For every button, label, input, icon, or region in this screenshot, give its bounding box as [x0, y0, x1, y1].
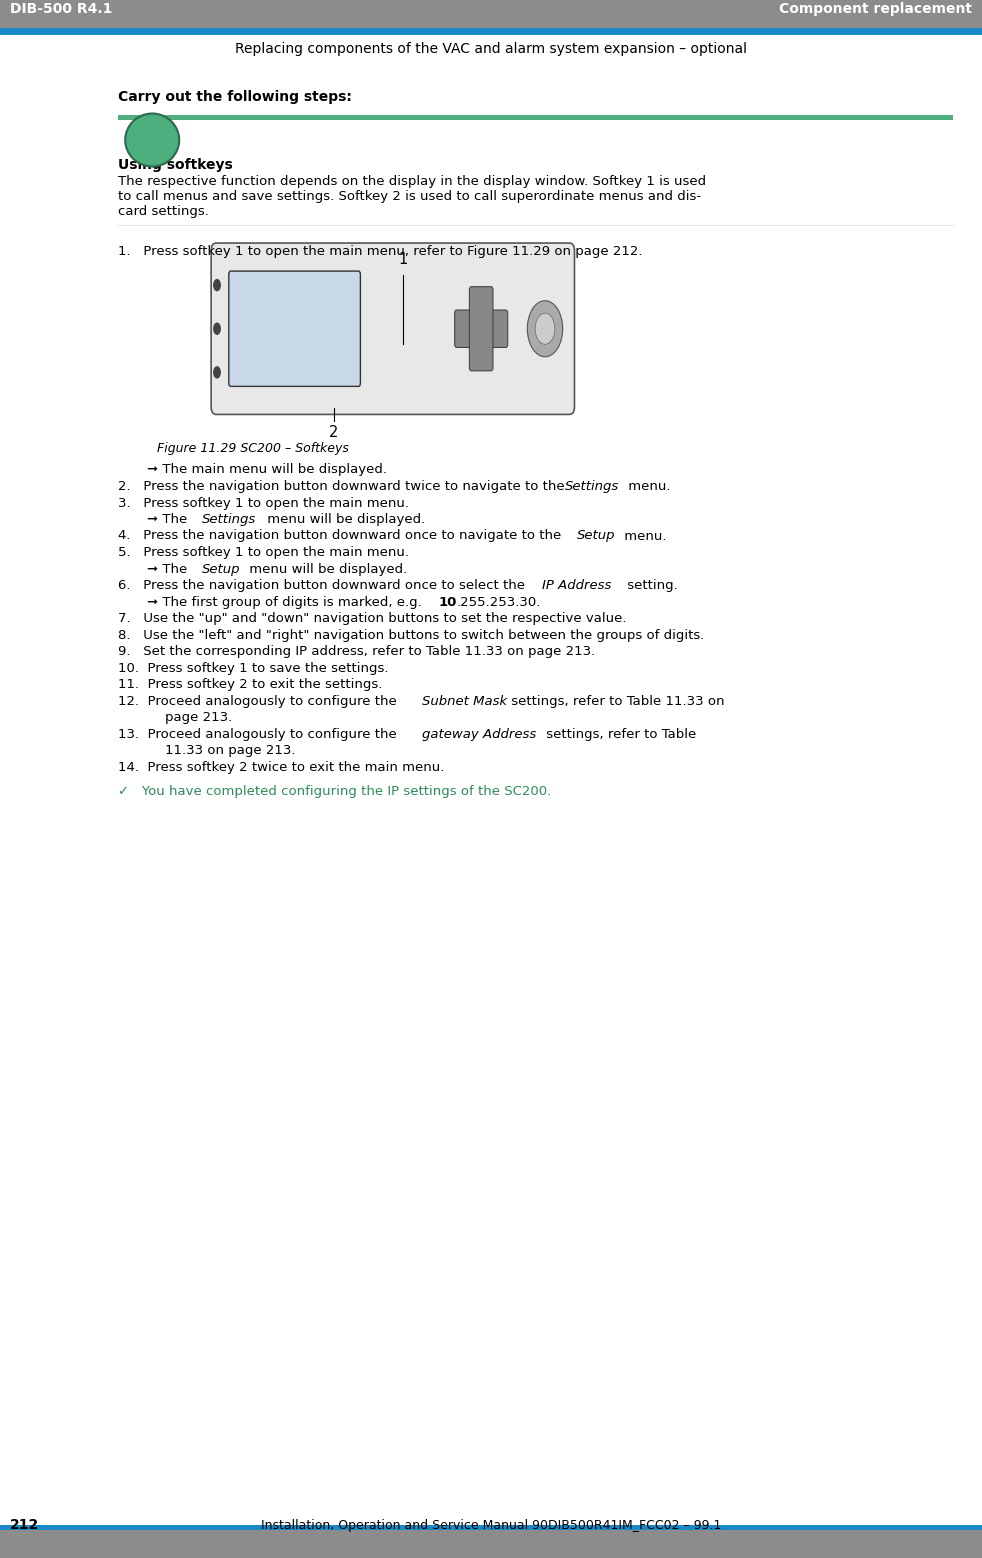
FancyBboxPatch shape	[0, 1525, 982, 1530]
Text: page 213.: page 213.	[165, 710, 232, 724]
Text: 2: 2	[329, 425, 339, 441]
Text: i: i	[149, 123, 155, 139]
Text: ➞ The main menu will be displayed.: ➞ The main menu will be displayed.	[147, 463, 387, 477]
Circle shape	[213, 279, 221, 291]
Text: IP Address: IP Address	[542, 580, 612, 592]
Text: ✓   You have completed configuring the IP settings of the SC200.: ✓ You have completed configuring the IP …	[118, 785, 551, 798]
Text: 2.   Press the navigation button downward twice to navigate to the: 2. Press the navigation button downward …	[118, 480, 569, 492]
Text: Subnet Mask: Subnet Mask	[422, 695, 508, 707]
Text: Settings: Settings	[565, 480, 619, 492]
Text: 1.   Press softkey 1 to open the main menu, refer to Figure 11.29 on page 212.: 1. Press softkey 1 to open the main menu…	[118, 245, 642, 259]
Text: ➞ The first group of digits is marked, e.g.: ➞ The first group of digits is marked, e…	[147, 595, 426, 609]
Text: Installation, Operation and Service Manual 90DIB500R41IM_FCC02 – 99.1: Installation, Operation and Service Manu…	[261, 1519, 721, 1532]
Text: Carry out the following steps:: Carry out the following steps:	[118, 90, 352, 104]
Text: settings, refer to Table: settings, refer to Table	[542, 728, 696, 740]
Text: 11.  Press softkey 2 to exit the settings.: 11. Press softkey 2 to exit the settings…	[118, 678, 382, 692]
Circle shape	[213, 366, 221, 379]
Text: menu.: menu.	[620, 530, 666, 542]
Text: 13.  Proceed analogously to configure the: 13. Proceed analogously to configure the	[118, 728, 401, 740]
Text: Replacing components of the VAC and alarm system expansion – optional: Replacing components of the VAC and alar…	[235, 42, 747, 56]
Text: 10: 10	[439, 595, 458, 609]
FancyBboxPatch shape	[455, 310, 508, 347]
FancyBboxPatch shape	[118, 115, 953, 120]
Text: gateway Address: gateway Address	[422, 728, 536, 740]
Text: menu.: menu.	[624, 480, 670, 492]
Text: 212: 212	[10, 1517, 39, 1532]
Text: menu will be displayed.: menu will be displayed.	[245, 562, 407, 575]
Text: Setup: Setup	[202, 562, 241, 575]
Circle shape	[213, 323, 221, 335]
Text: 10.  Press softkey 1 to save the settings.: 10. Press softkey 1 to save the settings…	[118, 662, 388, 675]
FancyBboxPatch shape	[0, 1530, 982, 1558]
Text: The respective function depends on the display in the display window. Softkey 1 : The respective function depends on the d…	[118, 174, 706, 189]
Text: 14.  Press softkey 2 twice to exit the main menu.: 14. Press softkey 2 twice to exit the ma…	[118, 760, 444, 773]
Text: ➞ The: ➞ The	[147, 513, 191, 527]
Text: 8.   Use the "left" and "right" navigation buttons to switch between the groups : 8. Use the "left" and "right" navigation…	[118, 628, 704, 642]
Text: Figure 11.29 SC200 – Softkeys: Figure 11.29 SC200 – Softkeys	[157, 442, 349, 455]
Text: settings, refer to Table 11.33 on: settings, refer to Table 11.33 on	[507, 695, 724, 707]
Circle shape	[527, 301, 563, 357]
Text: to call menus and save settings. Softkey 2 is used to call superordinate menus a: to call menus and save settings. Softkey…	[118, 190, 701, 203]
Text: Using softkeys: Using softkeys	[118, 157, 233, 171]
Text: 4.   Press the navigation button downward once to navigate to the: 4. Press the navigation button downward …	[118, 530, 566, 542]
Text: ➞ The: ➞ The	[147, 562, 191, 575]
FancyBboxPatch shape	[0, 28, 982, 34]
Text: Component replacement: Component replacement	[779, 2, 972, 16]
Text: Setup: Setup	[577, 530, 616, 542]
Text: DIB-500 R4.1: DIB-500 R4.1	[10, 2, 112, 16]
FancyBboxPatch shape	[469, 287, 493, 371]
Text: 1: 1	[398, 252, 408, 268]
Text: .255.253.30.: .255.253.30.	[457, 595, 541, 609]
Text: menu will be displayed.: menu will be displayed.	[263, 513, 425, 527]
FancyBboxPatch shape	[211, 243, 574, 414]
FancyBboxPatch shape	[229, 271, 360, 386]
Text: 6.   Press the navigation button downward once to select the: 6. Press the navigation button downward …	[118, 580, 529, 592]
Text: 3.   Press softkey 1 to open the main menu.: 3. Press softkey 1 to open the main menu…	[118, 497, 409, 509]
Ellipse shape	[126, 114, 179, 167]
Text: 12.  Proceed analogously to configure the: 12. Proceed analogously to configure the	[118, 695, 401, 707]
Text: setting.: setting.	[623, 580, 678, 592]
Text: 11.33 on page 213.: 11.33 on page 213.	[165, 745, 296, 757]
Text: Settings: Settings	[202, 513, 256, 527]
Text: 7.   Use the "up" and "down" navigation buttons to set the respective value.: 7. Use the "up" and "down" navigation bu…	[118, 612, 627, 625]
Text: card settings.: card settings.	[118, 206, 209, 218]
Text: 5.   Press softkey 1 to open the main menu.: 5. Press softkey 1 to open the main menu…	[118, 545, 409, 559]
Circle shape	[535, 313, 555, 344]
FancyBboxPatch shape	[0, 0, 982, 28]
Text: 9.   Set the corresponding IP address, refer to Table 11.33 on page 213.: 9. Set the corresponding IP address, ref…	[118, 645, 595, 657]
